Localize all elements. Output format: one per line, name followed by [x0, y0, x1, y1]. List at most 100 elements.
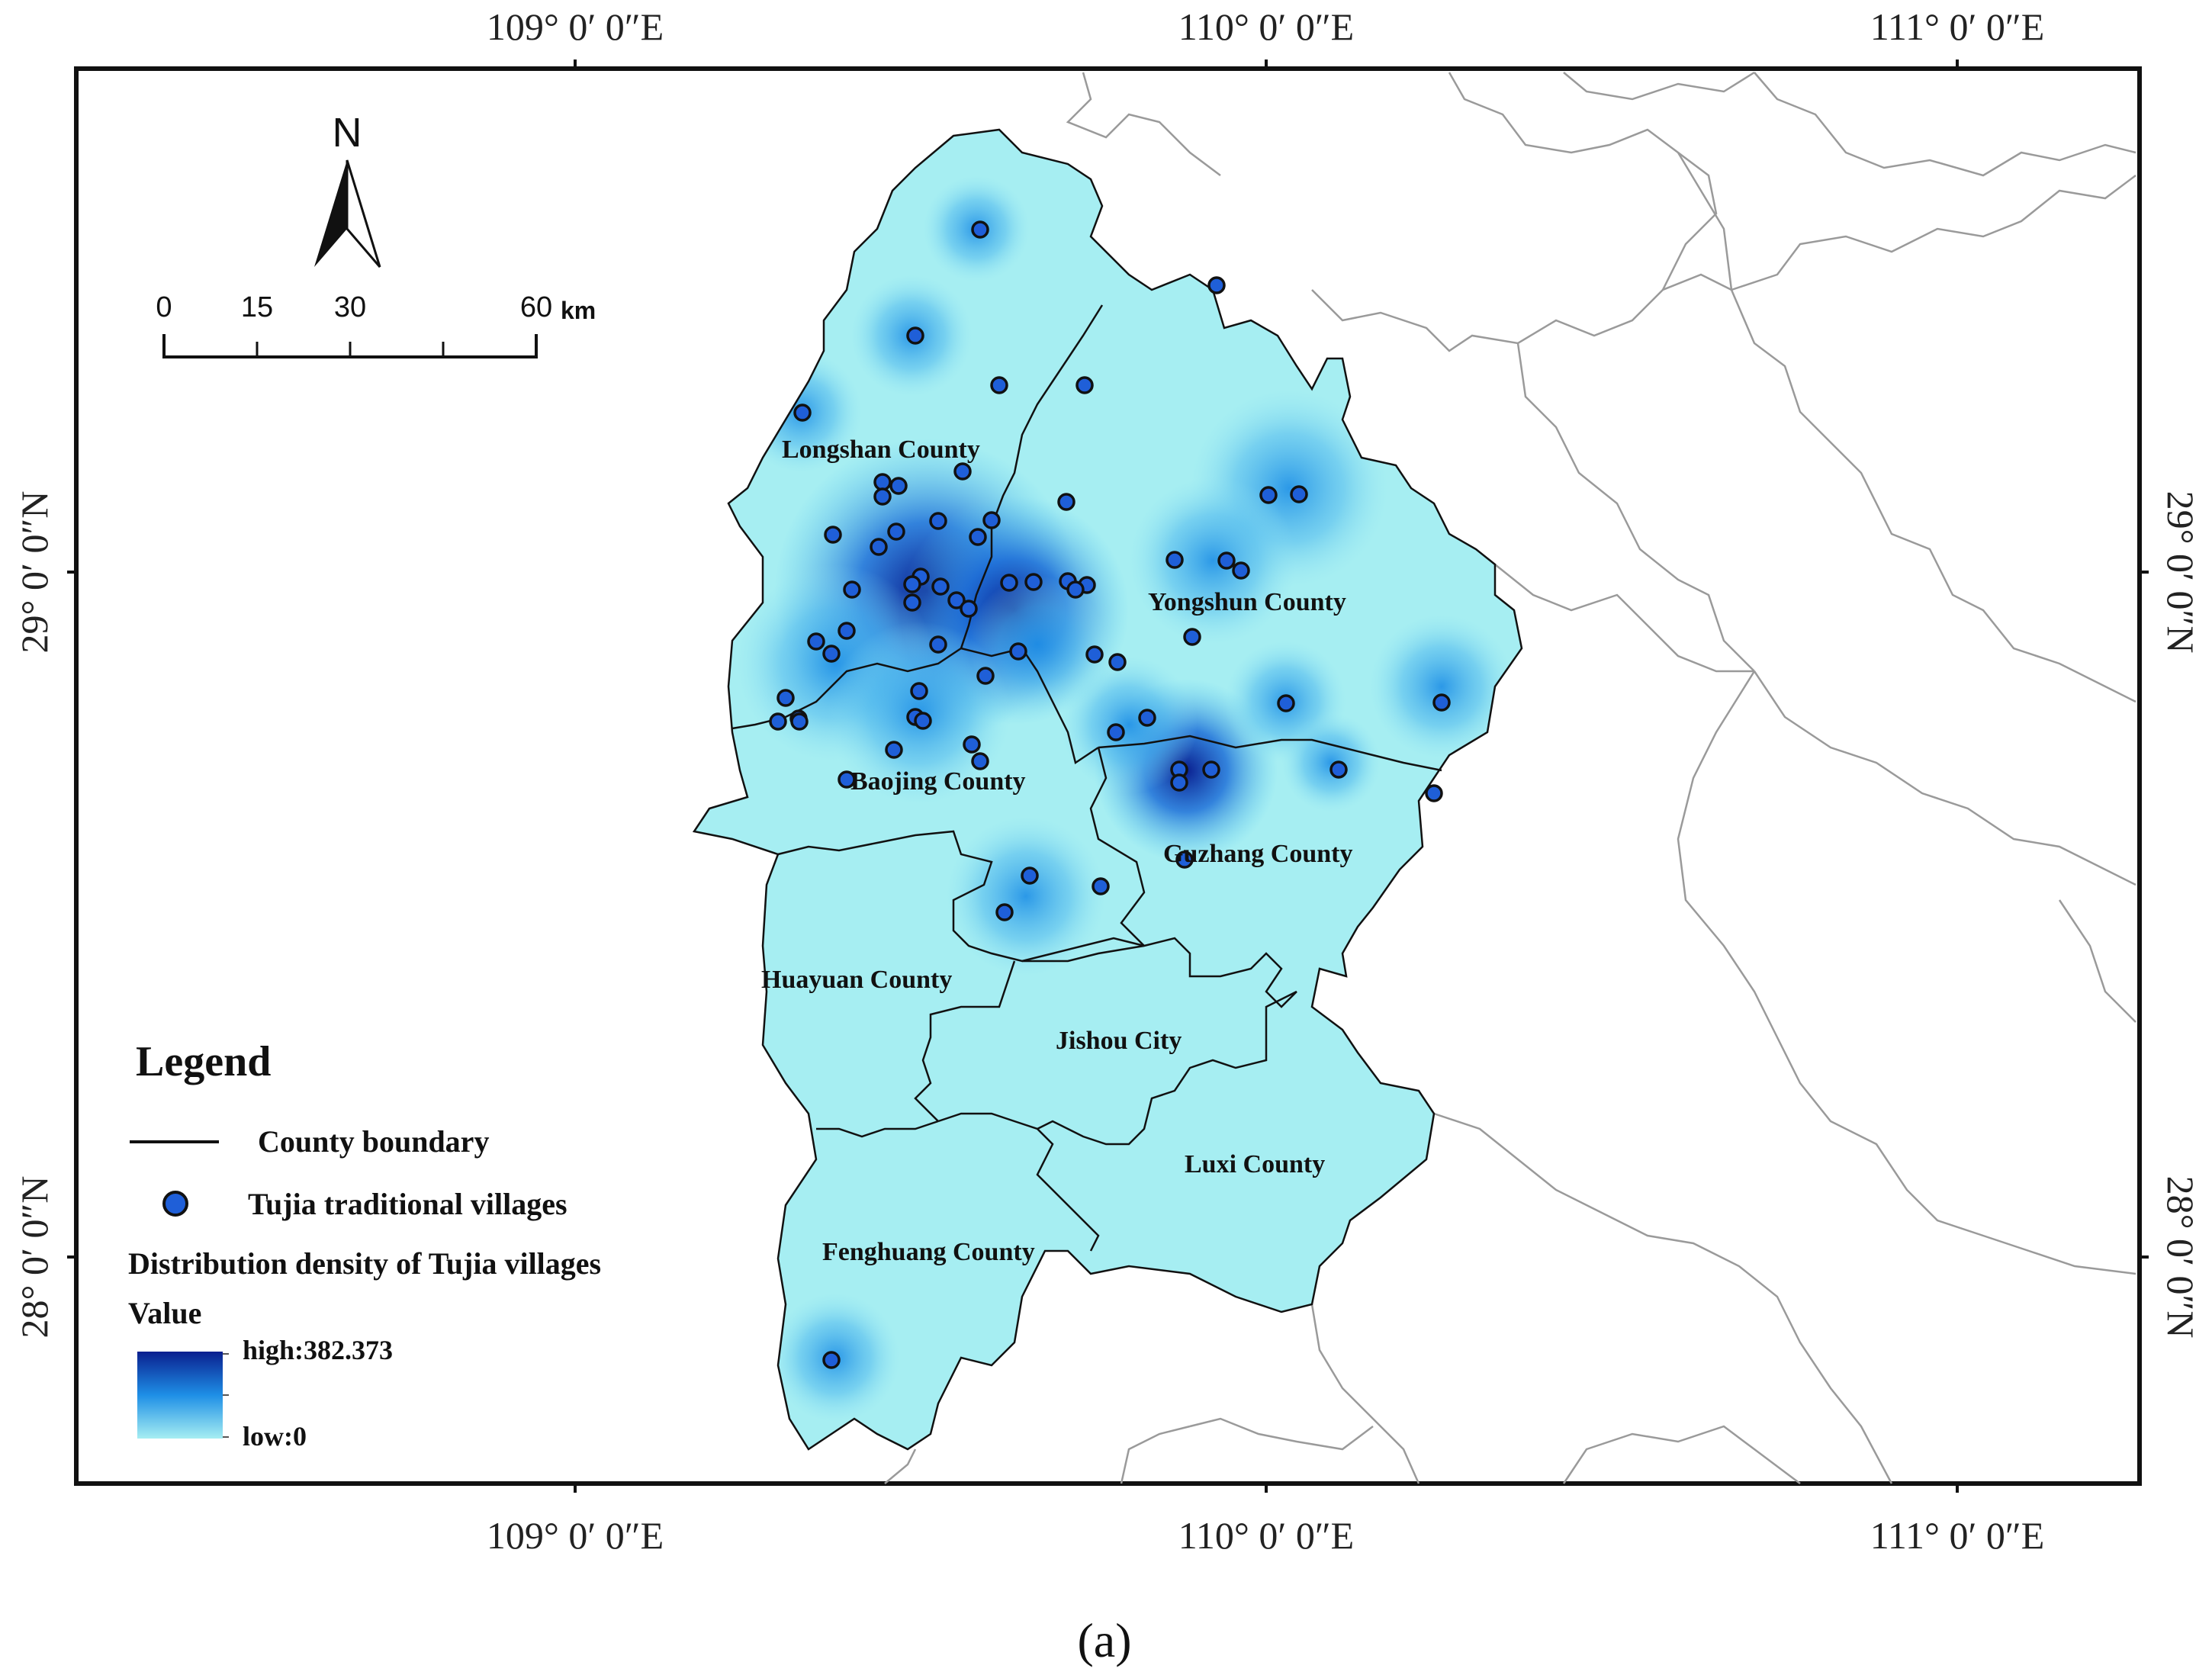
village-marker — [1259, 486, 1278, 504]
scale-tick-15: 15 — [241, 291, 273, 323]
county-label-fenghuang: Fenghuang County — [822, 1238, 1035, 1266]
village-marker — [929, 635, 947, 654]
county-label-luxi: Luxi County — [1185, 1150, 1325, 1178]
village-marker — [903, 593, 921, 612]
village-marker — [1165, 551, 1184, 569]
village-marker — [1277, 694, 1295, 712]
village-marker — [906, 326, 924, 345]
graticule-ticks — [67, 59, 2149, 1493]
village-marker — [822, 645, 841, 663]
legend-high-label: high:382.373 — [243, 1335, 393, 1365]
scale-tick-60: 60 — [520, 291, 552, 323]
village-marker — [1232, 561, 1250, 580]
village-marker — [976, 667, 995, 685]
neighbor-boundaries — [884, 71, 2136, 1484]
legend-color-ramp — [137, 1352, 223, 1439]
village-marker — [914, 712, 932, 730]
village-marker — [824, 526, 842, 544]
village-marker — [790, 712, 809, 731]
lon-label-top-109: 109° 0′ 0″E — [487, 5, 664, 48]
density-hotspot — [1369, 614, 1514, 759]
lon-label-top-110: 110° 0′ 0″E — [1178, 5, 1354, 48]
village-marker — [963, 735, 981, 754]
north-arrow-dark-half — [314, 160, 347, 267]
village-marker — [873, 473, 892, 491]
village-marker — [960, 600, 978, 618]
county-label-huayuan: Huayuan County — [761, 966, 952, 994]
density-hotspot — [1281, 713, 1381, 812]
village-marker — [1107, 723, 1125, 741]
village-marker — [870, 538, 888, 556]
village-marker — [1108, 653, 1127, 671]
village-marker — [947, 591, 966, 609]
county-labels: Longshan County Yongshun County Baojing … — [761, 436, 1352, 1266]
village-marker — [1092, 877, 1110, 895]
village-marker — [885, 741, 903, 759]
north-arrow-light-half — [346, 159, 381, 268]
village-marker — [887, 522, 905, 541]
legend-title: Legend — [136, 1038, 271, 1085]
village-marker — [1183, 628, 1201, 646]
village-marker — [769, 712, 787, 731]
legend-village-swatch — [162, 1191, 188, 1217]
village-marker — [889, 477, 908, 495]
lon-label-top-111: 111° 0′ 0″E — [1870, 5, 2045, 48]
legend-density-title: Distribution density of Tujia villages — [128, 1246, 601, 1281]
village-marker — [1021, 866, 1039, 885]
village-marker — [1290, 485, 1308, 503]
village-marker — [1138, 709, 1156, 727]
density-hotspot — [946, 816, 1106, 976]
village-marker — [1057, 493, 1075, 511]
lat-label-left-29: 29° 0′ 0″N — [13, 491, 56, 654]
lon-label-bottom-110: 110° 0′ 0″E — [1178, 1514, 1354, 1557]
county-label-guzhang: Guzhang County — [1163, 840, 1352, 868]
village-marker — [931, 577, 950, 596]
lat-label-right-28: 28° 0′ 0″N — [2159, 1176, 2202, 1339]
north-arrow: N — [314, 110, 381, 268]
lat-label-right-29: 29° 0′ 0″N — [2159, 491, 2202, 654]
village-marker — [971, 752, 989, 770]
village-marker — [1202, 760, 1220, 779]
village-marker — [1024, 573, 1043, 591]
scale-bar: 0 15 30 60 km — [156, 291, 596, 358]
village-marker — [873, 487, 892, 506]
figure-caption: (a) — [1077, 1613, 1131, 1667]
scale-tick-30: 30 — [334, 291, 366, 323]
density-hotspot — [1060, 656, 1198, 793]
village-marker — [843, 580, 861, 599]
density-hotspot — [1129, 477, 1297, 645]
legend-village-label: Tujia traditional villages — [248, 1187, 567, 1221]
village-marker — [793, 403, 812, 422]
county-label-baojing: Baojing County — [850, 767, 1026, 796]
scale-unit: km — [561, 297, 596, 324]
village-marker — [1425, 784, 1443, 802]
village-marker — [822, 1351, 841, 1369]
village-marker — [807, 632, 825, 651]
village-marker — [776, 689, 795, 707]
legend-low-label: low:0 — [243, 1421, 307, 1452]
village-marker — [1085, 645, 1104, 664]
village-marker — [990, 376, 1008, 394]
county-boundaries — [693, 128, 1523, 1451]
village-marker — [910, 682, 928, 700]
village-layer — [769, 220, 1451, 1369]
village-marker — [969, 528, 987, 546]
village-marker — [1175, 850, 1194, 869]
village-marker — [971, 220, 989, 239]
lon-label-bottom-111: 111° 0′ 0″E — [1870, 1514, 2045, 1557]
village-marker — [1432, 693, 1451, 712]
village-marker — [1000, 574, 1018, 592]
legend-value-label: Value — [128, 1296, 201, 1330]
density-hotspot — [969, 576, 1106, 713]
village-marker — [1217, 551, 1236, 570]
north-arrow-label: N — [333, 110, 362, 156]
village-marker — [838, 770, 856, 789]
village-marker — [1329, 760, 1348, 779]
lat-label-left-28: 28° 0′ 0″N — [13, 1176, 56, 1339]
village-marker — [903, 575, 921, 593]
village-marker — [929, 512, 947, 530]
county-label-jishou: Jishou City — [1056, 1027, 1182, 1055]
village-marker — [1075, 376, 1094, 394]
density-surface — [736, 175, 1514, 1423]
